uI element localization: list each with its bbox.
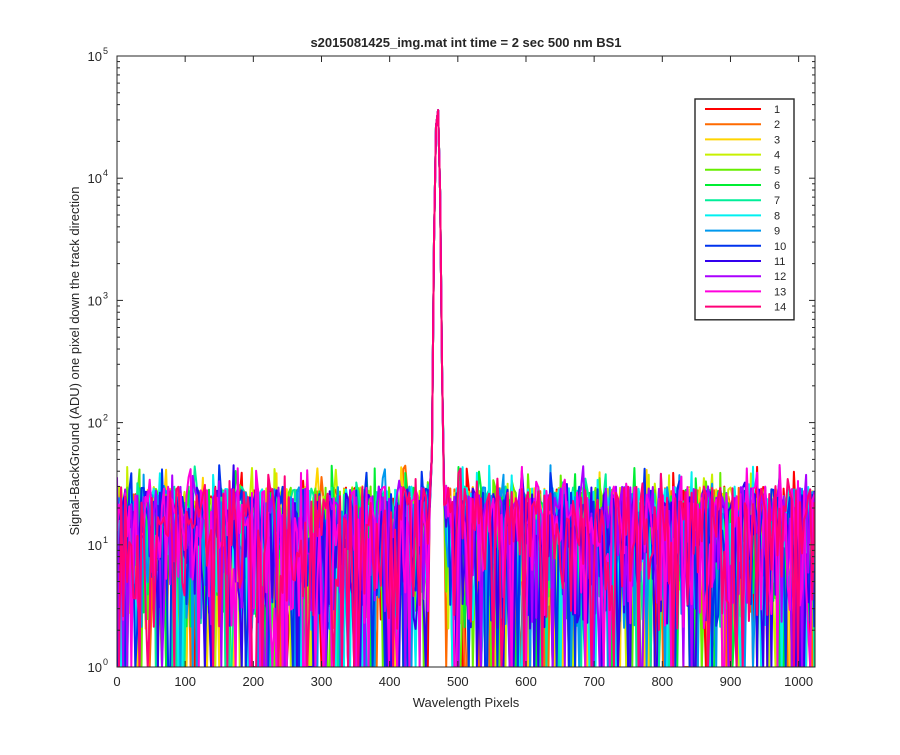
legend-label-14: 14 xyxy=(774,302,786,314)
y-tick-exponent: 2 xyxy=(103,413,108,423)
x-axis-ticks: 0 100 200 300 400 500 600 700 800 900 1000 xyxy=(113,56,813,689)
legend-label-9: 9 xyxy=(774,226,780,238)
x-tick-label: 100 xyxy=(174,674,196,689)
chart-title: s2015081425_img.mat int time = 2 sec 500… xyxy=(310,35,621,50)
y-tick-exponent: 1 xyxy=(103,535,108,545)
y-tick-exponent: 5 xyxy=(103,46,108,56)
legend-label-3: 3 xyxy=(774,134,780,146)
legend-label-12: 12 xyxy=(774,271,786,283)
legend-label-7: 7 xyxy=(774,195,780,207)
legend-box xyxy=(694,98,795,321)
x-tick-label: 800 xyxy=(651,674,673,689)
legend-label-1: 1 xyxy=(774,104,780,116)
x-tick-label: 500 xyxy=(447,674,469,689)
legend-label-8: 8 xyxy=(774,210,780,222)
legend-label-5: 5 xyxy=(774,165,780,177)
x-tick-label: 700 xyxy=(583,674,605,689)
legend-label-4: 4 xyxy=(774,150,780,162)
x-tick-label: 1000 xyxy=(784,674,813,689)
y-tick-label: 10 xyxy=(88,49,102,64)
legend-label-10: 10 xyxy=(774,241,786,253)
x-axis-label: Wavelength Pixels xyxy=(413,695,520,710)
legend-label-2: 2 xyxy=(774,119,780,131)
y-tick-label: 10 xyxy=(88,416,102,431)
y-tick-label: 10 xyxy=(88,293,102,308)
y-tick-exponent: 3 xyxy=(103,290,108,300)
y-axis-label: Signal-BackGround (ADU) one pixel down t… xyxy=(67,186,82,535)
series-line-13 xyxy=(117,109,815,667)
series-line-14 xyxy=(117,109,815,667)
y-tick-label: 10 xyxy=(88,171,102,186)
legend-label-13: 13 xyxy=(774,286,786,298)
x-tick-label: 0 xyxy=(113,674,120,689)
y-tick-label: 10 xyxy=(88,538,102,553)
y-tick-label: 10 xyxy=(88,660,102,675)
y-tick-exponent: 4 xyxy=(103,168,108,178)
x-tick-label: 200 xyxy=(242,674,264,689)
x-tick-label: 300 xyxy=(311,674,333,689)
x-tick-label: 900 xyxy=(720,674,742,689)
legend-label-6: 6 xyxy=(774,180,780,192)
axes-box xyxy=(116,55,816,668)
legend-label-11: 11 xyxy=(774,256,785,268)
series-layer xyxy=(117,109,815,667)
x-tick-label: 600 xyxy=(515,674,537,689)
y-tick-exponent: 0 xyxy=(103,657,108,667)
x-tick-label: 400 xyxy=(379,674,401,689)
